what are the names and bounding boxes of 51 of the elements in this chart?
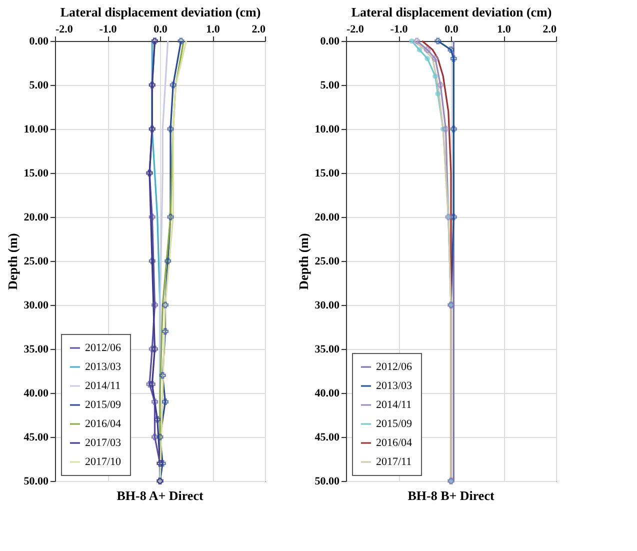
x-tick-label: 1.0 <box>206 24 220 36</box>
y-axis-title: Depth (m) <box>4 233 20 290</box>
legend-label: 2013/03 <box>85 361 122 373</box>
y-tick-label: 35.00 <box>24 344 49 356</box>
y-axis-title: Depth (m) <box>296 233 311 290</box>
y-tick-label: 45.00 <box>24 432 49 444</box>
legend-label: 2014/11 <box>85 380 121 392</box>
legend-label: 2016/04 <box>85 418 122 430</box>
y-tick-label: 25.00 <box>314 256 340 268</box>
x-tick-label: 0.0 <box>154 24 168 36</box>
legend-label: 2017/10 <box>85 456 122 468</box>
legend-label: 2016/04 <box>376 437 413 449</box>
x-tick-label: -2.0 <box>56 24 74 36</box>
y-tick-label: 5.00 <box>29 80 49 92</box>
y-tick-label: 0.00 <box>320 36 340 48</box>
y-tick-label: 10.00 <box>314 124 340 136</box>
text: BH-8 A+ Direct <box>116 488 204 504</box>
legend-label: 2015/09 <box>85 399 122 411</box>
legend-label: 2017/03 <box>85 437 122 449</box>
legend-label: 2017/11 <box>376 456 412 468</box>
y-tick-label: 10.00 <box>24 124 49 136</box>
y-tick-label: 15.00 <box>314 168 340 180</box>
legend-label: 2013/03 <box>376 380 413 392</box>
legend-label: 2014/11 <box>376 399 412 411</box>
x-tick-label: 2.0 <box>542 24 557 36</box>
x-tick-label: -1.0 <box>390 24 408 36</box>
y-tick-label: 30.00 <box>314 300 340 312</box>
legend-label: 2012/06 <box>85 342 122 354</box>
y-tick-label: 5.00 <box>320 80 340 92</box>
x-axis-title: Lateral displacement deviation (cm) <box>60 4 261 20</box>
y-tick-label: 40.00 <box>24 388 49 400</box>
y-tick-label: 20.00 <box>24 212 49 224</box>
x-tick-label: 1.0 <box>497 24 512 36</box>
x-tick-label: 2.0 <box>252 24 266 36</box>
x-tick-label: 0.0 <box>444 24 459 36</box>
y-tick-label: 20.00 <box>314 212 340 224</box>
x-tick-label: -1.0 <box>99 24 118 36</box>
y-tick-label: 50.00 <box>24 476 49 488</box>
y-tick-label: 30.00 <box>24 300 49 312</box>
legend-label: 2012/06 <box>376 361 413 373</box>
text: BH-8 B+ Direct <box>408 488 495 504</box>
y-tick-label: 50.00 <box>314 476 340 488</box>
y-tick-label: 25.00 <box>24 256 49 268</box>
legend-label: 2015/09 <box>376 418 413 430</box>
y-tick-label: 40.00 <box>314 388 340 400</box>
y-tick-label: 0.00 <box>29 36 49 48</box>
y-tick-label: 45.00 <box>314 432 340 444</box>
x-axis-title: Lateral displacement deviation (cm) <box>351 4 552 20</box>
x-tick-label: -2.0 <box>346 24 364 36</box>
y-tick-label: 35.00 <box>314 344 340 356</box>
y-tick-label: 15.00 <box>24 168 49 180</box>
